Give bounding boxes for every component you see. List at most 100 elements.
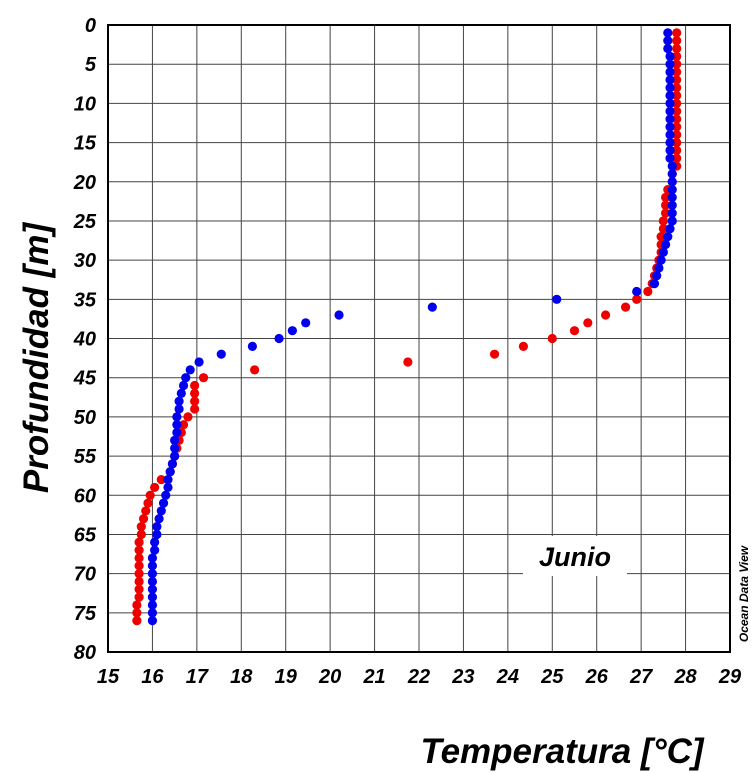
x-axis-title: Temperatura [°C] <box>420 732 704 771</box>
data-point <box>181 373 191 383</box>
data-point <box>147 576 158 587</box>
x-tick-label: 16 <box>141 666 164 688</box>
data-point <box>194 357 204 367</box>
data-point <box>138 514 149 524</box>
data-point <box>658 224 668 234</box>
data-point <box>301 318 311 328</box>
data-point <box>672 137 682 148</box>
x-tick-label: 19 <box>275 666 298 688</box>
data-point <box>672 130 682 140</box>
data-point <box>274 333 284 344</box>
data-point <box>427 302 437 312</box>
data-point <box>518 341 529 351</box>
y-tick-label: 40 <box>73 329 96 351</box>
data-point <box>665 75 675 85</box>
data-point <box>660 239 671 250</box>
data-point <box>334 310 344 320</box>
data-point <box>667 216 677 226</box>
y-tick-label: 30 <box>74 250 96 272</box>
data-point <box>665 145 675 155</box>
data-point <box>147 608 158 618</box>
data-point <box>663 43 673 54</box>
x-tick-label: 18 <box>230 666 253 688</box>
data-point <box>552 294 562 304</box>
x-tick-label: 28 <box>673 666 697 688</box>
data-point <box>190 380 200 391</box>
data-point <box>154 514 164 524</box>
x-tick-label: 27 <box>629 666 653 688</box>
data-point <box>161 490 171 500</box>
data-point <box>403 357 413 367</box>
data-point <box>132 616 142 626</box>
data-point <box>163 482 173 493</box>
data-point <box>170 451 180 461</box>
data-point <box>672 122 682 132</box>
data-point <box>672 43 682 54</box>
data-point <box>665 137 675 148</box>
data-point <box>667 192 677 203</box>
data-point <box>667 184 677 195</box>
y-tick-label: 80 <box>74 642 96 664</box>
data-point <box>652 271 662 281</box>
y-tick-label: 15 <box>74 133 97 155</box>
data-point <box>665 98 675 108</box>
data-point <box>158 498 169 508</box>
data-point <box>185 365 195 375</box>
y-tick-label: 45 <box>73 368 97 390</box>
data-point <box>174 396 184 406</box>
data-point <box>178 380 189 391</box>
data-point <box>658 247 668 257</box>
data-point <box>134 537 144 547</box>
x-tick-labels: 15 16 17 18 19 20 21 22 23 24 25 26 27 28 29 <box>97 666 742 688</box>
data-point <box>147 592 158 602</box>
data-points <box>132 28 682 626</box>
data-point <box>174 404 184 414</box>
data-point <box>660 200 671 210</box>
data-point <box>170 443 180 453</box>
y-tick-label: 60 <box>74 485 96 507</box>
y-tick-label: 65 <box>74 524 97 546</box>
data-point <box>176 388 186 398</box>
data-point <box>134 545 144 555</box>
data-point <box>672 106 682 116</box>
x-tick-label: 25 <box>540 666 564 688</box>
data-point <box>134 569 144 579</box>
data-point <box>632 294 642 304</box>
data-point <box>198 373 209 383</box>
data-point <box>663 28 673 38</box>
data-point <box>150 545 160 555</box>
data-point <box>134 592 144 602</box>
data-point <box>287 326 297 336</box>
data-point <box>672 83 682 93</box>
annotation-label: Junio <box>539 542 611 572</box>
data-point <box>190 396 200 406</box>
data-point <box>663 232 673 242</box>
data-point <box>643 286 653 297</box>
credit-label: Ocean Data View <box>737 545 751 642</box>
y-axis-title: Profundidad [m] <box>17 222 56 494</box>
data-point <box>649 279 660 289</box>
data-point <box>672 114 682 124</box>
y-tick-label: 50 <box>74 407 96 429</box>
data-point <box>665 122 675 132</box>
data-point <box>190 404 200 414</box>
data-point <box>667 200 677 210</box>
series-2 <box>147 28 677 626</box>
data-point <box>665 83 675 93</box>
data-point <box>672 153 682 163</box>
data-point <box>165 467 175 477</box>
y-tick-label: 35 <box>74 289 97 311</box>
data-point <box>665 130 675 140</box>
data-point <box>672 90 682 101</box>
data-point <box>147 600 158 610</box>
x-tick-label: 22 <box>407 666 430 688</box>
data-point <box>601 310 611 320</box>
data-point <box>147 553 158 563</box>
data-point <box>665 114 675 124</box>
data-point <box>672 36 682 46</box>
y-tick-label: 75 <box>74 603 97 625</box>
x-tick-label: 17 <box>186 666 209 688</box>
data-point <box>145 490 155 500</box>
x-tick-label: 26 <box>585 666 609 688</box>
